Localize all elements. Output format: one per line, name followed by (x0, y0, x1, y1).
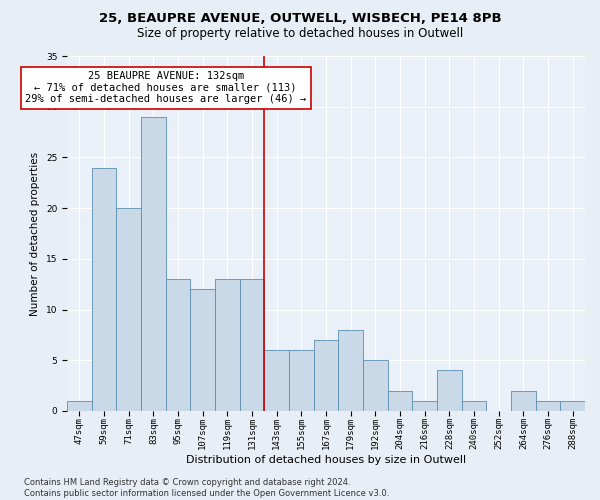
Y-axis label: Number of detached properties: Number of detached properties (30, 152, 40, 316)
Bar (388, 390, 412, 411)
Bar (437, 370, 461, 411)
Bar (314, 340, 338, 411)
Bar (215, 279, 240, 411)
Bar (536, 401, 560, 411)
Bar (265, 350, 289, 411)
Bar (67, 401, 92, 411)
Text: 25, BEAUPRE AVENUE, OUTWELL, WISBECH, PE14 8PB: 25, BEAUPRE AVENUE, OUTWELL, WISBECH, PE… (98, 12, 502, 26)
Bar (338, 330, 363, 411)
Bar (289, 350, 314, 411)
Bar (511, 390, 536, 411)
Text: 25 BEAUPRE AVENUE: 132sqm
← 71% of detached houses are smaller (113)
29% of semi: 25 BEAUPRE AVENUE: 132sqm ← 71% of detac… (25, 71, 307, 104)
Bar (363, 360, 388, 411)
Bar (560, 401, 585, 411)
Bar (461, 401, 487, 411)
Text: Contains HM Land Registry data © Crown copyright and database right 2024.
Contai: Contains HM Land Registry data © Crown c… (24, 478, 389, 498)
Text: Size of property relative to detached houses in Outwell: Size of property relative to detached ho… (137, 28, 463, 40)
Bar (240, 279, 265, 411)
Bar (190, 289, 215, 411)
Bar (412, 401, 437, 411)
X-axis label: Distribution of detached houses by size in Outwell: Distribution of detached houses by size … (186, 455, 466, 465)
Bar (166, 279, 190, 411)
Bar (141, 117, 166, 411)
Bar (92, 168, 116, 411)
Bar (116, 208, 141, 411)
